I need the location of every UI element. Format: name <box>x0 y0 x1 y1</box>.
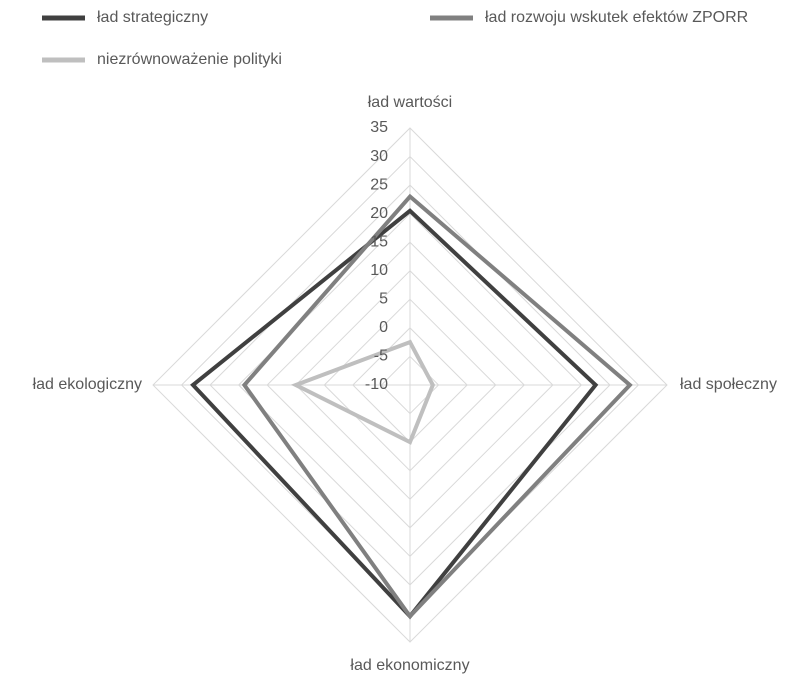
category-label: ład ekologiczny <box>33 376 142 393</box>
tick-label: 30 <box>370 148 388 165</box>
series-line <box>241 193 633 620</box>
tick-label: 5 <box>379 291 388 308</box>
legend-label: niezrównoważenie polityki <box>97 51 282 68</box>
legend-label: ład strategiczny <box>97 9 208 26</box>
tick-label: -5 <box>374 348 388 365</box>
series-line <box>290 339 436 445</box>
tick-label: 15 <box>370 233 388 250</box>
tick-label: 20 <box>370 205 388 222</box>
tick-label: 35 <box>370 119 388 136</box>
tick-label: 0 <box>379 319 388 336</box>
category-label: ład społeczny <box>680 376 777 393</box>
tick-label: -10 <box>365 376 388 393</box>
legend-label: ład rozwoju wskutek efektów ZPORR <box>485 9 748 26</box>
tick-label: 25 <box>370 176 388 193</box>
series-line <box>190 208 599 620</box>
category-label: ład ekonomiczny <box>350 657 469 674</box>
tick-label: 10 <box>370 262 388 279</box>
category-label: ład wartości <box>368 94 452 111</box>
